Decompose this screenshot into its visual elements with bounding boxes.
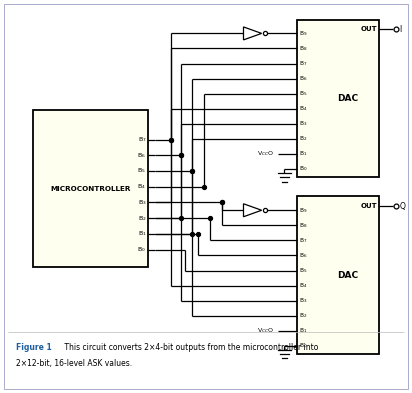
Text: OUT: OUT bbox=[360, 26, 377, 33]
Text: B$_7$: B$_7$ bbox=[299, 59, 307, 68]
Text: B$_1$: B$_1$ bbox=[299, 149, 307, 158]
Text: B$_5$: B$_5$ bbox=[299, 89, 307, 98]
Text: B$_1$: B$_1$ bbox=[299, 326, 307, 335]
Text: B$_4$: B$_4$ bbox=[299, 104, 307, 113]
Polygon shape bbox=[243, 27, 262, 40]
Text: B$_4$: B$_4$ bbox=[138, 182, 146, 191]
Text: B$_6$: B$_6$ bbox=[138, 151, 146, 160]
Text: B$_0$: B$_0$ bbox=[299, 165, 308, 173]
Text: B$_9$: B$_9$ bbox=[299, 206, 307, 215]
Polygon shape bbox=[243, 204, 262, 217]
Text: B$_7$: B$_7$ bbox=[299, 236, 307, 245]
Text: B$_4$: B$_4$ bbox=[299, 281, 307, 290]
Text: OUT: OUT bbox=[360, 203, 377, 209]
Text: B$_8$: B$_8$ bbox=[299, 221, 307, 230]
Bar bbox=[33, 110, 148, 267]
Text: MICROCONTROLLER: MICROCONTROLLER bbox=[50, 185, 131, 192]
Text: B$_0$: B$_0$ bbox=[299, 342, 308, 350]
Text: B$_6$: B$_6$ bbox=[299, 74, 307, 83]
Text: Figure 1: Figure 1 bbox=[16, 343, 52, 352]
Text: DAC: DAC bbox=[337, 94, 358, 103]
Text: B$_5$: B$_5$ bbox=[138, 167, 146, 175]
Text: B$_3$: B$_3$ bbox=[138, 198, 146, 207]
Text: B$_6$: B$_6$ bbox=[299, 251, 307, 260]
Text: Q: Q bbox=[400, 202, 405, 211]
Text: B$_2$: B$_2$ bbox=[299, 311, 307, 320]
Text: B$_8$: B$_8$ bbox=[299, 44, 307, 53]
Text: This circuit converts 2×4-bit outputs from the microcontroller into: This circuit converts 2×4-bit outputs fr… bbox=[62, 343, 318, 352]
Text: I: I bbox=[400, 25, 402, 34]
Text: B$_9$: B$_9$ bbox=[299, 29, 307, 38]
Text: B$_2$: B$_2$ bbox=[299, 134, 307, 143]
Text: B$_5$: B$_5$ bbox=[299, 266, 307, 275]
Text: V$_{CC}$O: V$_{CC}$O bbox=[257, 326, 274, 335]
Text: B$_1$: B$_1$ bbox=[138, 230, 146, 238]
Text: V$_{CC}$O: V$_{CC}$O bbox=[257, 149, 274, 158]
Text: 2×12-bit, 16-level ASK values.: 2×12-bit, 16-level ASK values. bbox=[16, 359, 133, 368]
Text: B$_0$: B$_0$ bbox=[138, 245, 146, 254]
Text: B$_7$: B$_7$ bbox=[138, 135, 146, 144]
Text: B$_3$: B$_3$ bbox=[299, 296, 307, 305]
Bar bbox=[297, 196, 379, 354]
Text: DAC: DAC bbox=[337, 271, 358, 279]
Text: B$_2$: B$_2$ bbox=[138, 214, 146, 222]
Bar bbox=[297, 20, 379, 177]
Bar bbox=[0, 332, 412, 393]
Text: B$_3$: B$_3$ bbox=[299, 119, 307, 128]
